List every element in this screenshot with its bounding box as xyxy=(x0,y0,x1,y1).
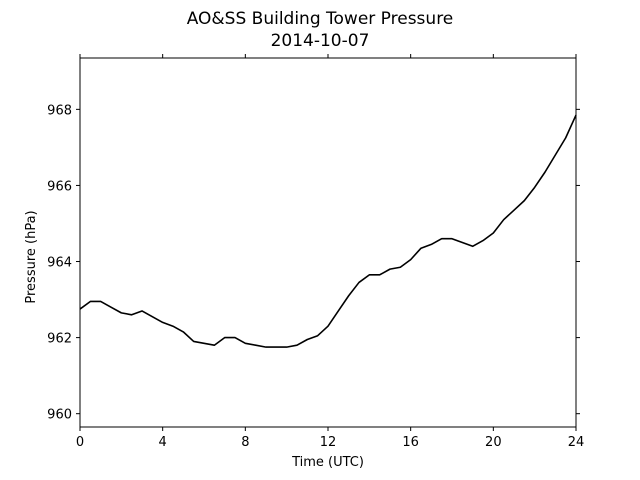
y-tick-label: 968 xyxy=(47,103,72,118)
x-tick-label: 20 xyxy=(485,435,502,450)
plot-frame xyxy=(79,57,577,428)
x-tick-label: 16 xyxy=(402,435,419,450)
chart-subtitle: 2014-10-07 xyxy=(271,31,370,51)
x-tick-label: 12 xyxy=(320,435,337,450)
x-tick-label: 8 xyxy=(241,435,249,450)
y-tick-label: 962 xyxy=(47,332,72,347)
x-tick-label: 24 xyxy=(568,435,585,450)
y-tick-label: 966 xyxy=(47,179,72,194)
x-tick-label: 4 xyxy=(159,435,167,450)
y-axis-label: Pressure (hPa) xyxy=(24,210,39,303)
series-line-0 xyxy=(79,114,577,348)
plot-area: 0 4 8 12 16 20 24 960 962 964 966 968 xyxy=(47,54,584,450)
chart-title: AO&SS Building Tower Pressure xyxy=(187,9,454,29)
y-tick-label: 964 xyxy=(47,256,72,271)
y-tick-label: 960 xyxy=(47,408,72,423)
x-axis-label: Time (UTC) xyxy=(291,455,364,470)
x-tick-label: 0 xyxy=(76,435,84,450)
